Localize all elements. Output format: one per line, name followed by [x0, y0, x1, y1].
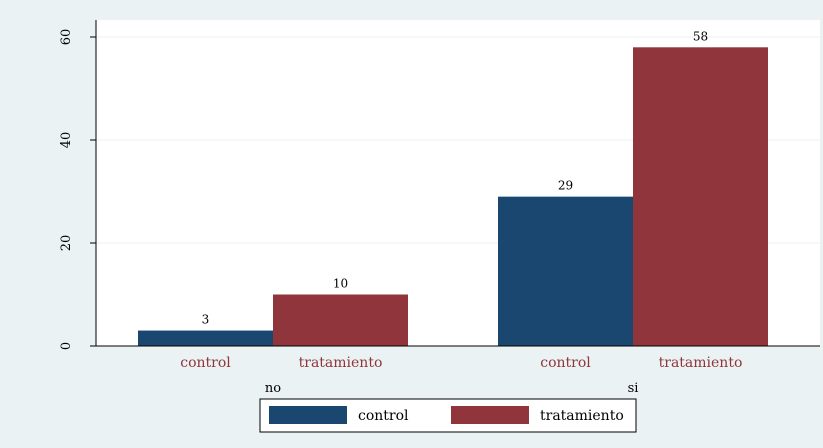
group-label: si: [628, 381, 639, 396]
bar-category-label: tratamiento: [659, 355, 743, 371]
bar-value-label: 10: [333, 277, 348, 291]
y-tick-label: 40: [59, 132, 74, 149]
bar-value-label: 58: [693, 29, 708, 43]
legend: control tratamiento: [259, 398, 637, 433]
bar-value-label: 3: [202, 313, 210, 327]
legend-label-control: control: [358, 408, 409, 424]
bar-si-control: [498, 196, 633, 346]
y-axis-ticks: 0 20 40 60: [59, 29, 96, 350]
legend-swatch-tratamiento: [451, 406, 529, 424]
category-labels: control tratamiento no control tratamiento si: [180, 355, 742, 396]
bar-si-tratamiento: [633, 47, 768, 347]
bar-category-label: tratamiento: [299, 355, 383, 371]
bar-no-tratamiento: [273, 294, 408, 346]
group-label: no: [265, 381, 281, 396]
bar-value-label: 29: [558, 179, 573, 193]
bar-no-control: [138, 330, 273, 346]
y-tick-label: 0: [59, 342, 74, 350]
legend-swatch-control: [269, 406, 347, 424]
legend-label-tratamiento: tratamiento: [540, 408, 624, 424]
bar-category-label: control: [540, 355, 591, 371]
y-tick-label: 60: [59, 29, 74, 46]
y-tick-label: 20: [59, 235, 74, 252]
bars: 3 10 29 58: [138, 29, 768, 347]
bar-category-label: control: [180, 355, 231, 371]
